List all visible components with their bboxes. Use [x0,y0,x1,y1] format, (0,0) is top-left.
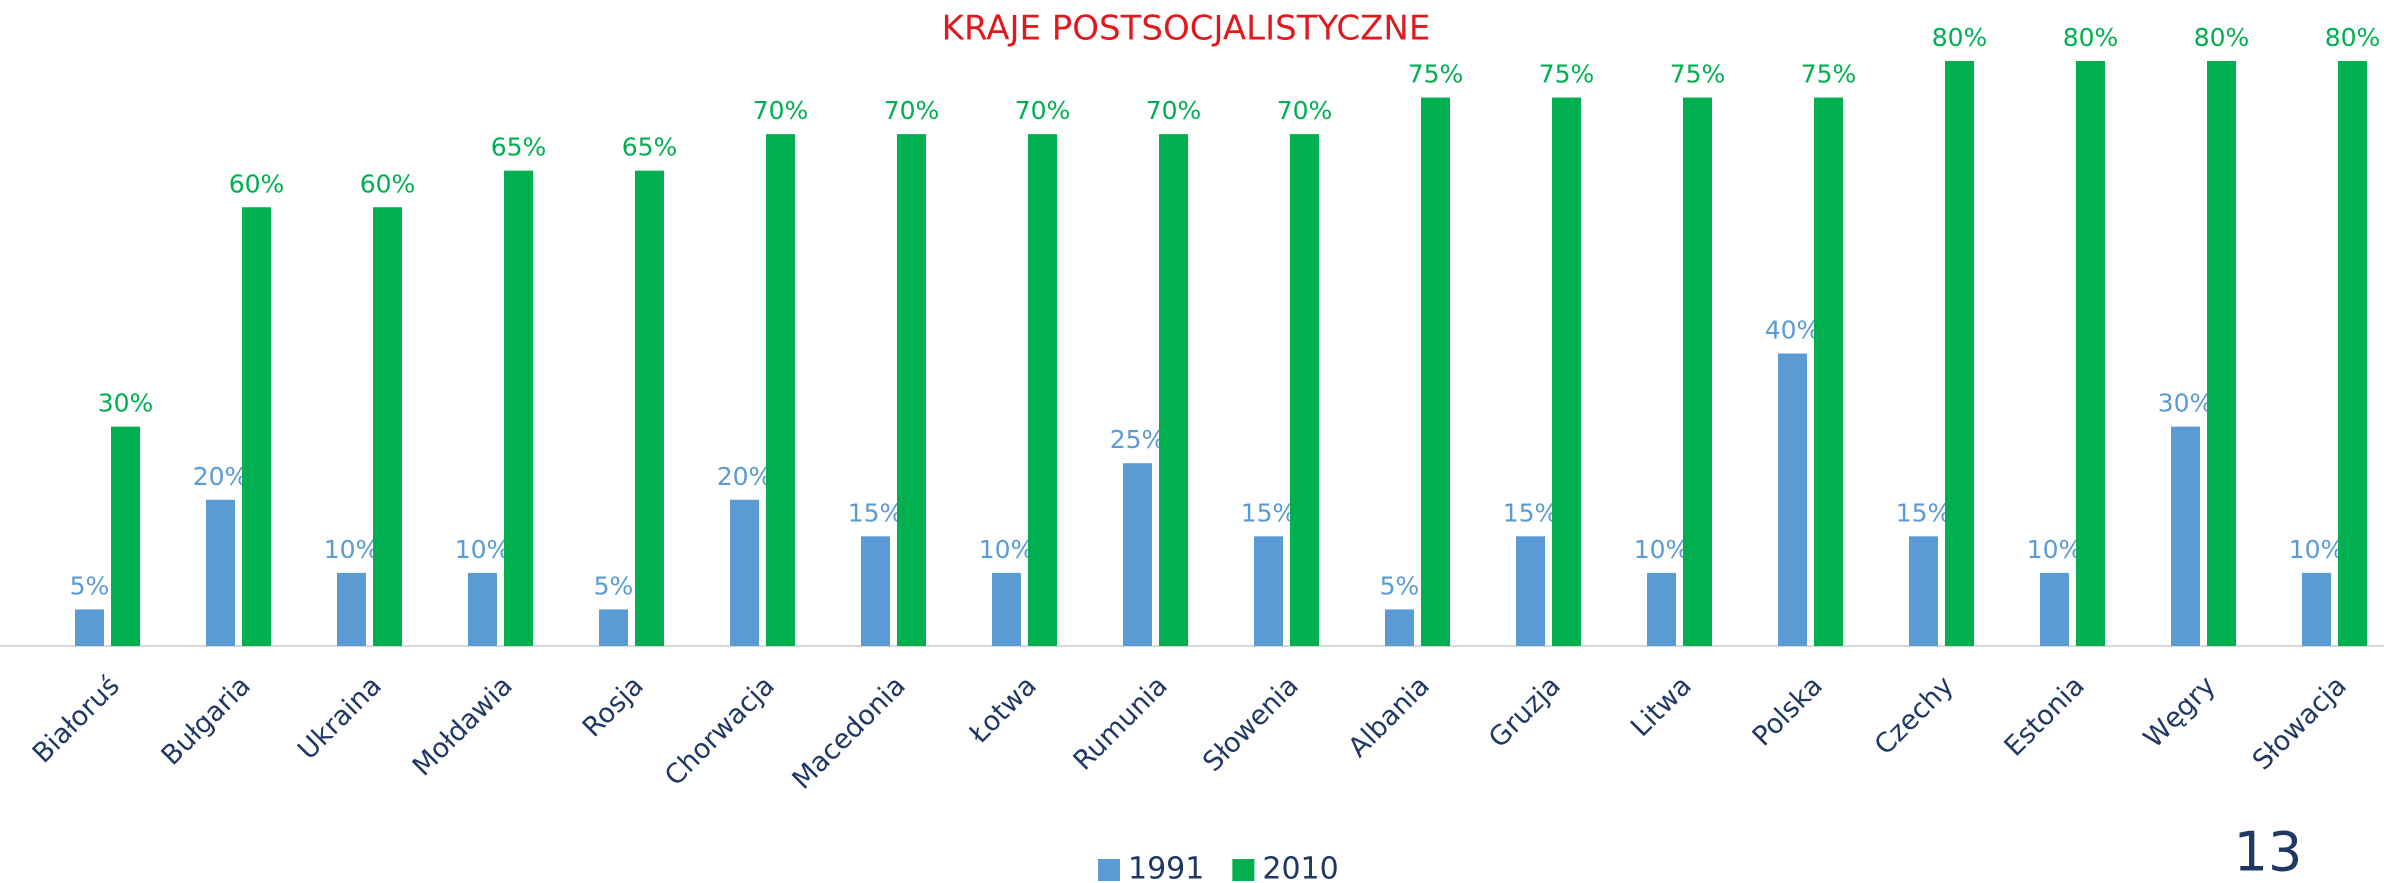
bar [206,499,235,646]
bar [1909,536,1938,646]
legend-label: 2010 [1262,852,1338,883]
page-number: 13 [2234,821,2303,883]
data-label: 15% [848,498,904,527]
bar [897,134,926,646]
data-label: 10% [455,535,511,564]
bar [373,207,402,646]
bar [635,170,664,646]
data-label: 10% [979,535,1035,564]
legend-swatch [1232,859,1255,881]
data-label: 70% [1146,96,1202,125]
chart-title: KRAJE POSTSOCJALISTYCZNE [942,9,1431,49]
bar [337,572,366,646]
bar [75,609,104,646]
bar [1814,97,1843,646]
data-label: 30% [98,389,154,418]
bar [1159,134,1188,646]
data-label: 75% [1670,60,1726,89]
bar [1385,609,1414,646]
bar [766,134,795,646]
data-label: 80% [1932,23,1988,52]
data-label: 10% [2027,535,2083,564]
data-label: 70% [753,96,809,125]
bar [2207,61,2236,646]
bar [1028,134,1057,646]
data-label: 5% [70,571,110,600]
data-label: 5% [594,571,634,600]
legend-label: 1991 [1128,852,1204,883]
bar [1123,463,1152,646]
data-label: 15% [1503,498,1559,527]
data-label: 10% [324,535,380,564]
bar [1552,97,1581,646]
bar [242,207,271,646]
bar [1778,353,1807,646]
bar [2302,572,2331,646]
bar [2076,61,2105,646]
bar [861,536,890,646]
data-label: 30% [2158,389,2214,418]
data-label: 65% [622,133,678,162]
bar [1254,536,1283,646]
data-label: 75% [1539,60,1595,89]
data-label: 25% [1110,425,1166,454]
data-label: 70% [884,96,940,125]
data-label: 70% [1277,96,1333,125]
bar [1683,97,1712,646]
data-label: 65% [491,133,547,162]
data-label: 60% [229,169,285,198]
data-label: 10% [2289,535,2345,564]
data-label: 80% [2194,23,2250,52]
bar [1516,536,1545,646]
data-label: 80% [2325,23,2381,52]
data-label: 15% [1896,498,1952,527]
data-label: 70% [1015,96,1071,125]
bar [730,499,759,646]
bar [1290,134,1319,646]
bar [1945,61,1974,646]
data-label: 80% [2063,23,2119,52]
bar [111,426,140,646]
bar [468,572,497,646]
data-label: 10% [1634,535,1690,564]
data-label: 75% [1801,60,1857,89]
bar [1421,97,1450,646]
bar [2040,572,2069,646]
bar [1647,572,1676,646]
bar [599,609,628,646]
data-label: 75% [1408,60,1464,89]
data-label: 40% [1765,316,1821,345]
legend-swatch [1098,859,1120,881]
bar [2338,61,2367,646]
bar [2171,426,2200,646]
data-label: 5% [1380,571,1420,600]
data-label: 20% [193,462,249,491]
bar [504,170,533,646]
bar [992,572,1021,646]
data-label: 60% [360,169,416,198]
data-label: 20% [717,462,773,491]
data-label: 15% [1241,498,1297,527]
